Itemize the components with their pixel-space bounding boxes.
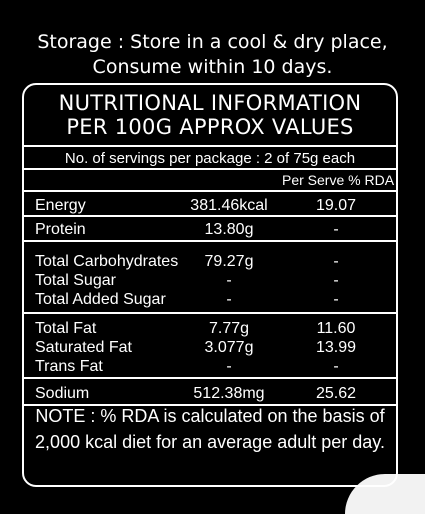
nutrient-rda: -	[333, 291, 339, 308]
nutrient-row-protein: Protein 13.80g -	[24, 217, 396, 242]
nutrient-amount: -	[226, 358, 232, 375]
nutrient-row-sodium: Sodium 512.38mg 25.62	[24, 379, 396, 406]
nutrient-amount: 7.77g	[208, 320, 250, 337]
rda-note: NOTE : % RDA is calculated on the basis …	[24, 403, 396, 455]
servings-info: No. of servings per package : 2 of 75g e…	[24, 145, 396, 170]
nutrition-heading: NUTRITIONAL INFORMATION PER 100G APPROX …	[24, 85, 396, 139]
nutrition-panel: NUTRITIONAL INFORMATION PER 100G APPROX …	[22, 83, 398, 487]
nutrient-rda: 25.62	[315, 385, 357, 402]
nutrient-amount: 13.80g	[204, 221, 254, 238]
nutrient-rda: -	[333, 272, 339, 289]
note-line-1: NOTE : % RDA is calculated on the basis …	[35, 406, 385, 426]
nutrient-rda: 13.99	[315, 339, 357, 356]
nutrient-name: Total Added Sugar	[35, 291, 166, 308]
nutrient-name: Total Sugar	[35, 272, 116, 289]
note-line-2: 2,000 kcal diet for an average adult per…	[35, 432, 385, 452]
nutrient-row-carbohydrates: Total Carbohydrates 79.27g -	[24, 252, 396, 271]
nutrient-rda: -	[333, 253, 339, 270]
column-header-row: Per Serve % RDA	[24, 170, 396, 192]
nutrient-name: Energy	[35, 197, 86, 214]
nutrient-row-added-sugar: Total Added Sugar - -	[24, 290, 396, 309]
nutrient-name: Trans Fat	[35, 358, 103, 375]
nutrient-row-trans-fat: Trans Fat - -	[24, 357, 396, 376]
fat-section: Total Fat 7.77g 11.60 Saturated Fat 3.07…	[24, 314, 396, 379]
per-serve-rda-header: Per Serve % RDA	[282, 172, 395, 188]
nutrient-name: Saturated Fat	[35, 339, 132, 356]
nutrient-rda: -	[333, 221, 339, 238]
nutrient-rda: 19.07	[315, 197, 357, 214]
heading-line-1: NUTRITIONAL INFORMATION	[58, 91, 362, 115]
nutrient-rda: -	[333, 358, 339, 375]
nutrient-name: Total Fat	[35, 320, 97, 337]
nutrient-amount: 512.38mg	[193, 385, 265, 402]
nutrient-row-energy: Energy 381.46kcal 19.07	[24, 192, 396, 217]
heading-line-2: PER 100G APPROX VALUES	[66, 115, 354, 139]
nutrient-row-total-fat: Total Fat 7.77g 11.60	[24, 319, 396, 338]
nutrient-amount: -	[226, 291, 232, 308]
storage-line-2: Consume within 10 days.	[92, 56, 333, 78]
nutrient-rda: 11.60	[316, 320, 356, 337]
nutrient-amount: 3.077g	[204, 339, 254, 356]
carbohydrates-section: Total Carbohydrates 79.27g - Total Sugar…	[24, 242, 396, 314]
nutrient-row-total-sugar: Total Sugar - -	[24, 271, 396, 290]
nutrient-amount: -	[226, 272, 232, 289]
nutrient-name: Protein	[35, 221, 86, 238]
nutrient-row-saturated-fat: Saturated Fat 3.077g 13.99	[24, 338, 396, 357]
nutrient-amount: 79.27g	[204, 253, 254, 270]
storage-line-1: Storage : Store in a cool & dry place,	[37, 31, 388, 53]
nutrient-name: Sodium	[35, 385, 90, 402]
storage-instructions: Storage : Store in a cool & dry place, C…	[0, 30, 425, 80]
nutrient-amount: 381.46kcal	[190, 197, 268, 214]
nutrient-name: Total Carbohydrates	[35, 253, 179, 270]
